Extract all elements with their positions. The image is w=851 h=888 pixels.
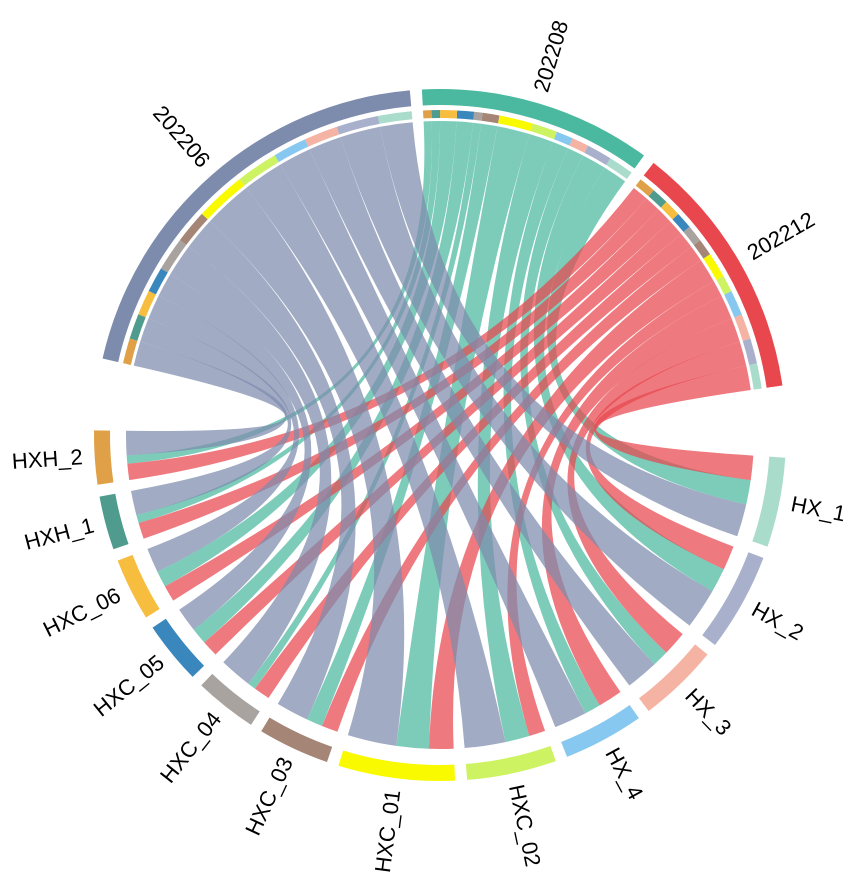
sector-label: HXC_02 xyxy=(504,782,546,869)
sector-arc xyxy=(465,745,556,780)
chords xyxy=(126,121,754,749)
sector-label: HX_3 xyxy=(680,683,736,740)
inner-ring-segment xyxy=(431,110,441,119)
inner-ring-segment xyxy=(336,115,380,135)
sector-label: 202212 xyxy=(743,207,819,265)
inner-ring-segment xyxy=(481,112,500,124)
inner-ring-segment xyxy=(683,226,701,245)
sector-arc xyxy=(117,554,160,618)
sector-label: HXC_06 xyxy=(39,582,125,642)
chord xyxy=(188,221,356,720)
inner-ring-segment xyxy=(635,179,654,197)
inner-ring-segment xyxy=(734,314,751,341)
inner-ring-segment xyxy=(123,338,138,365)
sector-label: HXC_01 xyxy=(370,788,405,874)
inner-ring-segment xyxy=(660,201,679,220)
chord xyxy=(594,365,754,481)
sector-label: HXC_05 xyxy=(89,650,169,722)
sector-label: HXH_1 xyxy=(22,513,97,555)
inner-ring-segment xyxy=(648,190,667,208)
chord xyxy=(280,149,586,728)
inner-ring-segment xyxy=(377,111,413,124)
inner-ring-segment xyxy=(530,123,557,140)
sector-arc xyxy=(643,162,783,388)
chord xyxy=(147,295,299,572)
chord xyxy=(164,209,671,601)
inner-ring-segment xyxy=(473,111,483,121)
inner-ring-segment xyxy=(274,139,309,163)
chord xyxy=(309,137,655,686)
chord xyxy=(209,187,405,746)
chord xyxy=(541,295,732,706)
chord xyxy=(170,246,332,684)
chord xyxy=(567,318,740,653)
inner-ring-segment xyxy=(554,131,573,146)
sector-label: HX_2 xyxy=(748,597,808,646)
chord xyxy=(340,126,713,626)
inner-ring-segment xyxy=(422,110,432,119)
inner-ring-segment xyxy=(179,213,208,245)
inner-ring-segment xyxy=(742,338,757,366)
sector-arc xyxy=(752,456,786,547)
chord xyxy=(585,341,747,570)
inner-ring-segment xyxy=(148,268,168,295)
inner-ring-segment xyxy=(456,110,475,120)
chord xyxy=(254,233,692,699)
inner-ring-segment xyxy=(716,275,732,295)
inner-ring-segment xyxy=(440,110,458,119)
sector-arc xyxy=(421,88,644,169)
sector-arc xyxy=(99,493,129,550)
sector-arc xyxy=(102,90,412,363)
inner-ring-segment xyxy=(584,145,611,166)
sector-label: HXH_2 xyxy=(11,444,83,474)
chord xyxy=(428,260,714,749)
sector-label: 202208 xyxy=(528,17,573,95)
sector-label: HX_1 xyxy=(789,491,848,526)
chord xyxy=(396,126,530,749)
sector-label: 202206 xyxy=(148,101,215,173)
inner-ring-segment xyxy=(749,363,762,390)
sector-arc xyxy=(93,430,114,485)
inner-ring-segment xyxy=(703,254,724,280)
inner-ring-segment xyxy=(606,158,632,179)
sector-label: HXC_03 xyxy=(240,753,298,839)
chord xyxy=(507,281,722,737)
inner-ring-segment xyxy=(239,155,279,186)
chord xyxy=(131,318,292,516)
inner-ring-segment xyxy=(304,126,340,147)
inner-ring-segment xyxy=(201,179,245,220)
sector-arc xyxy=(639,644,708,712)
chord xyxy=(126,341,287,456)
chord xyxy=(246,164,506,749)
inner-ring-segment xyxy=(569,138,589,153)
sector-label: HX_4 xyxy=(600,743,648,803)
chord xyxy=(306,123,498,726)
chord xyxy=(379,122,747,537)
sector-label: HXC_04 xyxy=(155,707,226,788)
inner-ring-segment xyxy=(672,213,690,232)
sector-arc xyxy=(152,618,205,677)
sector-arc xyxy=(702,552,764,646)
inner-ring-segment xyxy=(498,115,533,132)
chord xyxy=(477,134,553,743)
chord xyxy=(158,274,312,630)
sector-arc xyxy=(201,673,260,725)
inner-ring-segment xyxy=(160,240,187,273)
inner-ring-segment xyxy=(129,314,146,341)
inner-ring-segment xyxy=(693,240,711,259)
sector-arc xyxy=(561,705,639,757)
inner-ring-segment xyxy=(724,291,742,318)
sector-arc xyxy=(261,717,333,763)
sector-arc xyxy=(338,750,456,781)
inner-ring-segment xyxy=(138,290,156,318)
